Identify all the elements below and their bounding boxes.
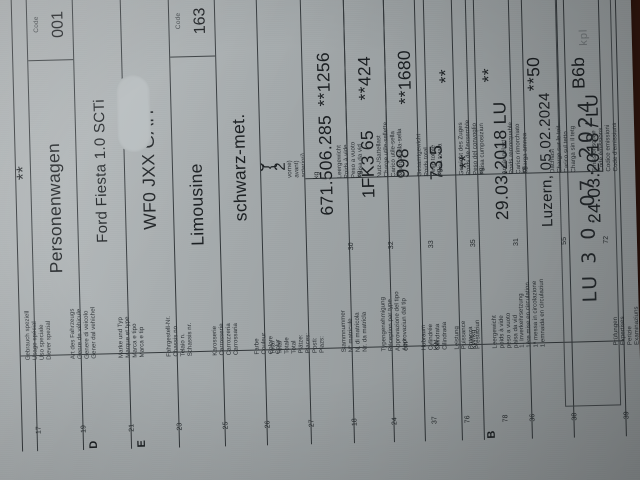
- weight-value-31: **: [478, 67, 499, 83]
- weight-value-30: **1256: [312, 51, 334, 107]
- code-label-19: Code: [32, 16, 41, 33]
- weight-unit-31: kg: [478, 167, 486, 175]
- redaction-block: [115, 74, 152, 154]
- weight-label-cell-72: Emissionscode Code émissions Codice emissi…: [561, 123, 619, 269]
- weight-value-33: **1680: [394, 49, 416, 105]
- field-value-26: schwarz-met.: [227, 112, 251, 222]
- field-label-cell-36: 1. Inverkehrsetzung 1ère mise en circulat…: [482, 279, 547, 440]
- weight-number-72: 72: [602, 235, 611, 244]
- weight-unit-33: kg: [396, 169, 404, 177]
- weight-label-cell-32: Nutz-/Sattellast Charge utile-sellette Car…: [348, 122, 404, 274]
- code-value-25: 163: [190, 6, 209, 34]
- field-number-39: 39: [623, 411, 631, 420]
- field-label-cell-27: Plätze: Places: Posti: Plazs: Total Total Tota…: [265, 333, 326, 446]
- weight-label-cell-31: Anhängelast Poids remorquable Carico rimor…: [470, 122, 529, 271]
- weight-unit-55: kg: [521, 166, 529, 174]
- field-label-cell-26: Farbe Couleur Colore Colur 26: [223, 333, 282, 447]
- field-label-cell-23: Fahrgestell-Nr. Chassis no Telaio n. Schass…: [129, 316, 194, 449]
- weight-value-55: **50: [523, 56, 545, 92]
- field-value-25: Limousine: [185, 162, 208, 246]
- weight-value-72: B6b: [568, 56, 590, 90]
- field-value-21: Ford Fiesta 1.0 SCTi: [90, 98, 112, 243]
- field-label-cell-37: Hubraum Cylindrée Cilindrata Cilindrada cm³ 3…: [392, 322, 449, 443]
- weight-unit-30: kg: [313, 171, 321, 180]
- field-unit-78: kW/kg: [469, 329, 478, 350]
- field-label-cell-78: Leergewicht poids à vide peso a vuoto paisa…: [460, 313, 520, 441]
- field-label-total-27: Total Total Totale Total: [269, 337, 299, 355]
- weight-unit-35: kg: [436, 168, 444, 176]
- section-letter-E: E: [135, 440, 149, 448]
- weight-label-cell-33: Gesamtgewicht Poids total Peso totale Paisa…: [388, 134, 444, 273]
- field-unit-37: cm³: [402, 339, 410, 351]
- section-letter-B: B: [485, 430, 498, 439]
- field-label-cell-17: Gebrauch speziell Usage spécial Uso specia…: [20, 311, 53, 452]
- weight-label-cell-55: Dachlast Charge sur le toit Carico sul tet…: [513, 125, 577, 270]
- section-letter-D: D: [87, 440, 101, 449]
- field-label-cell-21: Marke und Typ Marque et type Marca e tipo M…: [81, 316, 146, 450]
- weight-label-cell-30: Leergewicht Poids à vide Peso a vuoto Paisa…: [305, 142, 364, 275]
- weight-label-cell-35: Gewicht des Zuges Poids de l'ensemble Peso…: [428, 120, 486, 272]
- weight-value-35: **: [435, 68, 456, 84]
- weight-unit-32: kg: [356, 170, 364, 178]
- field-value-cell-26: schwarz-met.: [215, 0, 265, 350]
- field-label-cell-18: Stammnummer N° matricule N. di matricola Nr…: [309, 310, 369, 445]
- weight-label-72: Emissionscode Code émissions Codice emissi…: [590, 122, 620, 173]
- field-value-19: Personenwagen: [42, 142, 66, 274]
- field-value-cell-23: WF0 JXX GAH: [121, 0, 177, 353]
- weight-value-32: **424: [354, 55, 376, 101]
- code-box-19: Code 001: [26, 0, 74, 62]
- code-label-25: Code: [174, 12, 183, 30]
- code-value-19: 001: [48, 10, 67, 38]
- field-label-cell-24: Typengenehmigung Réception par type Approv…: [352, 291, 409, 444]
- code-box-25: Code 163: [168, 0, 216, 58]
- field-unit-76: kW: [433, 339, 442, 351]
- field-value-cell-25: Limousine: [170, 57, 222, 352]
- field-label-cell-19: Art des Fahrzeugs Genre de véhicule Genere…: [35, 307, 98, 452]
- field-value-cell-21: Ford Fiesta 1.0 SCTi: [73, 0, 129, 354]
- field-label-cell-76: Leistung Puissance Potenza Prestaziun kW 76: [423, 320, 482, 442]
- field-label-cell-25: Karosserie Carrosserie Carrozzeria Carrossa…: [177, 323, 240, 448]
